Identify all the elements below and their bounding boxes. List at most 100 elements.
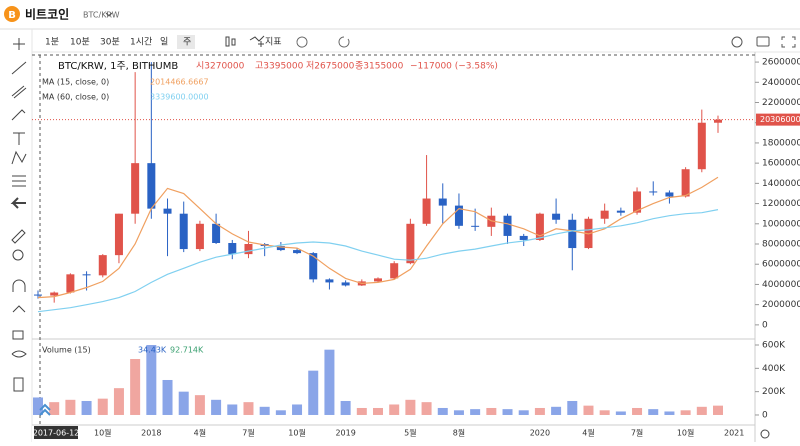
volume-bar [405, 399, 416, 415]
volume-bar [97, 398, 108, 415]
candle-body [503, 215, 512, 236]
interval-button[interactable]: 1분 [45, 37, 59, 48]
camera-icon[interactable] [756, 36, 770, 47]
interval-button[interactable]: 30분 [100, 37, 120, 48]
volume-bar [227, 404, 238, 415]
candle-body [293, 250, 302, 254]
y-tick-label: 4000000 [762, 280, 800, 290]
volume-bar [243, 402, 254, 415]
candle-body [98, 255, 107, 276]
volume-bar [534, 407, 545, 415]
axis-settings[interactable] [760, 429, 770, 439]
x-tick-label: 2021 [724, 429, 744, 438]
volume-bar [130, 359, 141, 415]
candle-type-icon[interactable] [231, 38, 236, 46]
last-price-label: 20306000 [760, 115, 800, 124]
candle-body [82, 274, 91, 276]
interval-button[interactable]: 10분 [70, 37, 90, 48]
coin-glyph: B [8, 10, 16, 21]
candle-body [212, 223, 221, 243]
undo-icons[interactable] [296, 36, 350, 48]
candle-type-icon[interactable] [225, 36, 230, 47]
candle-body [228, 243, 237, 255]
volume-bar [713, 405, 723, 415]
volume-bar [324, 349, 335, 415]
candle-body [325, 279, 334, 283]
volume-bar [194, 395, 205, 415]
legend-entry: MA (15, close, 0) [42, 78, 109, 87]
candle-body [163, 208, 172, 214]
last-price-box [756, 113, 800, 126]
volume-bar [421, 402, 432, 415]
legend-entry: MA (60, close, 0) [42, 93, 109, 102]
volume-tick-label: 200K [762, 387, 786, 397]
candle-body [681, 169, 690, 197]
volume-bar [583, 405, 594, 415]
interval-button[interactable]: 주 [183, 37, 191, 48]
volume-tick-label: 600K [762, 341, 786, 351]
toolbar: 1분 10분 30분 1시간 일 주 [45, 35, 195, 49]
drawing-tools[interactable] [10, 38, 27, 392]
volume-bar [567, 400, 578, 415]
indicator-icon[interactable] [249, 35, 265, 47]
indicators-button[interactable]: 지표 [265, 37, 282, 48]
candle-body [179, 213, 188, 250]
candle-body [50, 292, 59, 296]
x-tick-label: 4월 [194, 428, 206, 438]
volume-bar [373, 407, 383, 415]
crosshair-label: 2017-06-12 [33, 429, 80, 438]
legend-stat: 시3270000 [196, 61, 245, 72]
volume-bar [275, 410, 286, 415]
candle-body [422, 198, 431, 224]
volume-bar [292, 404, 303, 415]
volume-bar [680, 410, 691, 415]
interval-button[interactable]: 일 [160, 37, 168, 48]
volume-bar [648, 409, 659, 415]
logo-mark [39, 403, 51, 416]
volume-bar [632, 407, 643, 415]
x-tick-label: 2018 [141, 429, 161, 438]
page-title: 비트코인 [25, 7, 69, 22]
candle-body [66, 274, 75, 293]
candle-body [616, 210, 625, 213]
legend-stat: 고3395000 [255, 62, 304, 72]
settings-icon[interactable] [731, 36, 743, 48]
x-tick-label: 7월 [242, 428, 254, 438]
candle-body [131, 163, 140, 214]
candle-body [309, 253, 318, 280]
y-tick-label: 14000000 [762, 179, 800, 189]
fullscreen-icon[interactable] [781, 36, 796, 48]
x-tick-label: 7월 [631, 428, 643, 438]
legend-value: 3339600.0000 [150, 93, 209, 102]
y-tick-label: 10000000 [762, 219, 800, 229]
candle-body [147, 163, 156, 209]
x-tick-label: 4월 [582, 428, 594, 438]
dropdown[interactable] [105, 12, 113, 17]
volume-bar [615, 411, 626, 415]
crosshair-label-box [34, 426, 78, 439]
symbol: BTC/KRW [83, 11, 120, 20]
volume-bar [453, 410, 464, 415]
y-tick-label: 24000000 [762, 78, 800, 88]
candle-body [34, 294, 42, 296]
volume-bar [437, 407, 448, 415]
candle-body [600, 210, 609, 219]
interval-button[interactable]: 1시간 [130, 37, 152, 48]
volume-bar [470, 409, 481, 415]
plot: 0 2000000 4000000 6000000 8000000 10000000 120… [32, 58, 800, 438]
y-tick-label: 12000000 [762, 199, 800, 209]
candle-body [341, 282, 350, 286]
x-tick-label: 2020 [530, 429, 550, 438]
candle-body [552, 213, 561, 220]
coin-icon [4, 6, 20, 22]
candle-body [665, 192, 674, 197]
volume-bar [486, 407, 497, 415]
volume-legend: Volume (15) [42, 346, 91, 355]
legend-value: 2014466.6667 [150, 78, 209, 87]
active-interval [177, 35, 195, 49]
x-tick-label: 10월 [94, 428, 112, 438]
volume-bar [49, 402, 60, 415]
moving-average [37, 209, 719, 313]
